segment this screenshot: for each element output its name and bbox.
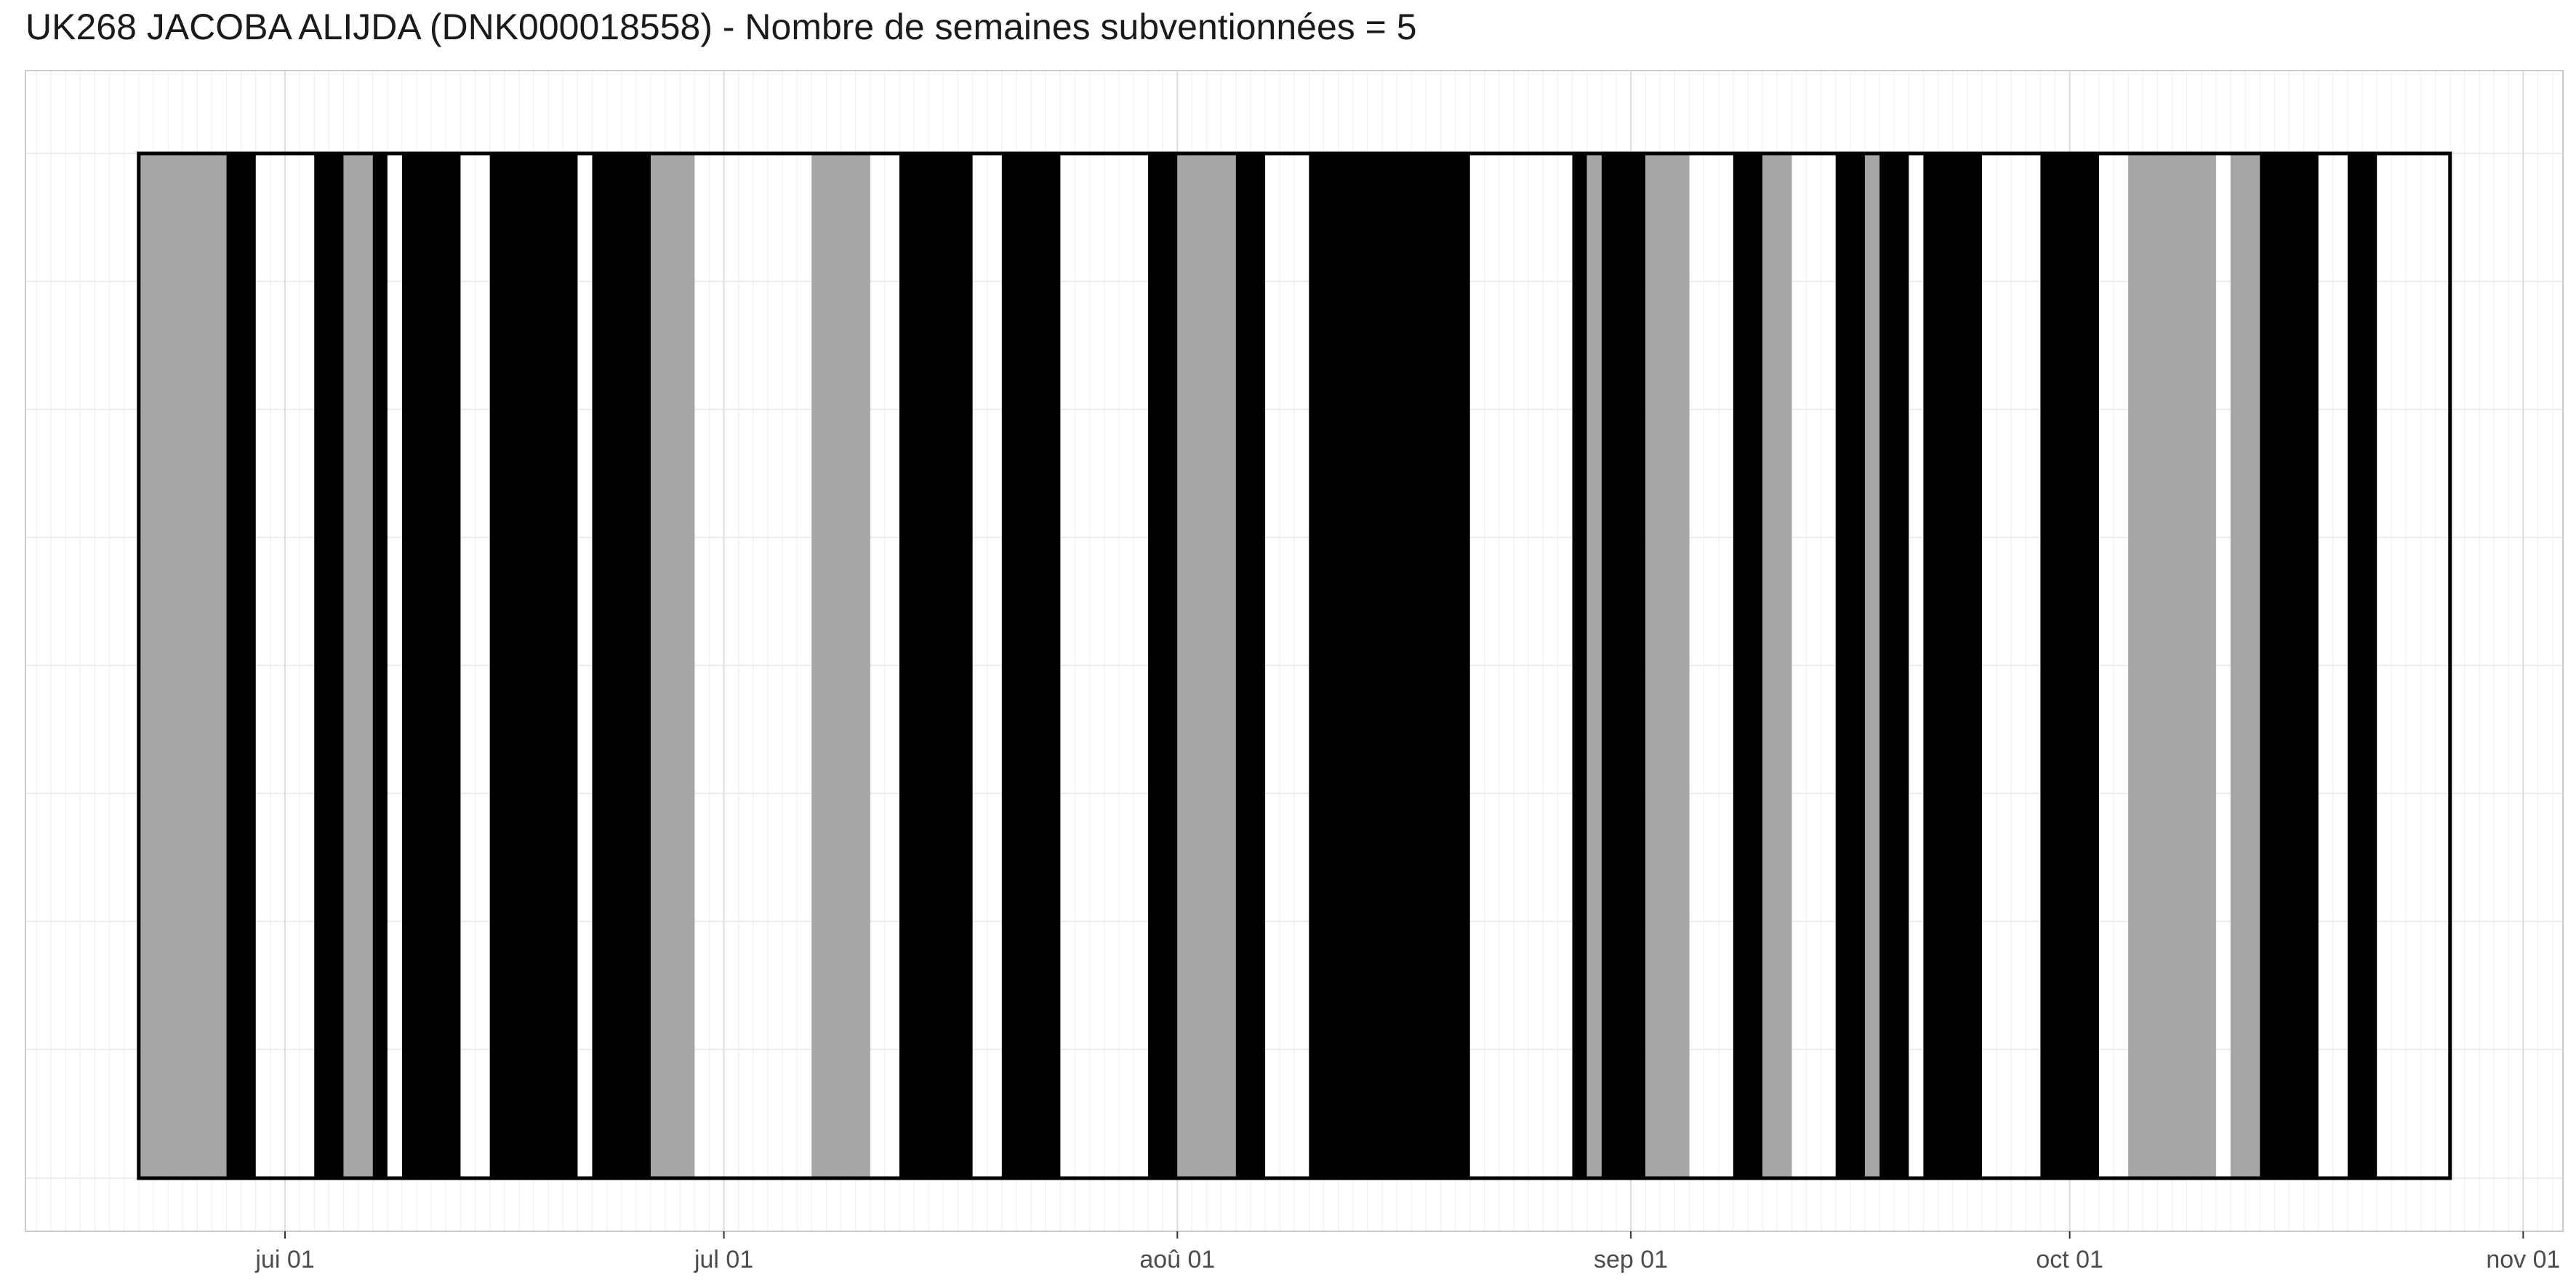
segment-black [314,153,344,1178]
segment-black [1235,153,1266,1178]
segment-gray [1645,153,1690,1178]
segment-black [1879,153,1909,1178]
segment-gray [811,153,870,1178]
segment-black [1148,153,1178,1178]
segment-black [226,153,256,1178]
segment-black [1923,153,1982,1178]
tick-label: aoû 01 [1139,1246,1215,1273]
segment-gray [1762,153,1792,1178]
chart-title: UK268 JACOBA ALIJDA (DNK000018558) - Nom… [25,7,1417,47]
segment-gray [651,153,695,1178]
tick-label: jul 01 [694,1246,753,1273]
segment-black [592,153,651,1178]
segment-gray [2128,153,2216,1178]
segment-black [1309,153,1470,1178]
segment-gray [138,153,227,1178]
segment-black [2260,153,2319,1178]
segment-black [899,153,973,1178]
segment-black [2347,153,2378,1178]
segment-black [1001,153,1061,1178]
segment-gray [343,153,373,1178]
segment-black [372,153,388,1178]
segment-black [1733,153,1763,1178]
segments-layer [138,153,2378,1178]
segment-gray [1864,153,1880,1178]
segment-black [2040,153,2099,1178]
x-axis-ticks: jui 01 jul 01 aoû 01 sep 01 oct 01 nov 01 [254,1231,2560,1273]
tick-label: oct 01 [2036,1246,2103,1273]
segment-black [489,153,578,1178]
segment-gray [2230,153,2260,1178]
tick-label: sep 01 [1594,1246,1668,1273]
tick-label: jui 01 [254,1246,314,1273]
timeline-frame [137,151,2452,1180]
panel-border [25,70,2564,1232]
segment-gray [1586,153,1602,1178]
segment-black [1835,153,1865,1178]
segment-gray [1177,153,1236,1178]
tick-label: nov 01 [2486,1246,2560,1273]
segment-black [1601,153,1646,1178]
segment-black [401,153,461,1178]
segment-black [1572,153,1587,1178]
